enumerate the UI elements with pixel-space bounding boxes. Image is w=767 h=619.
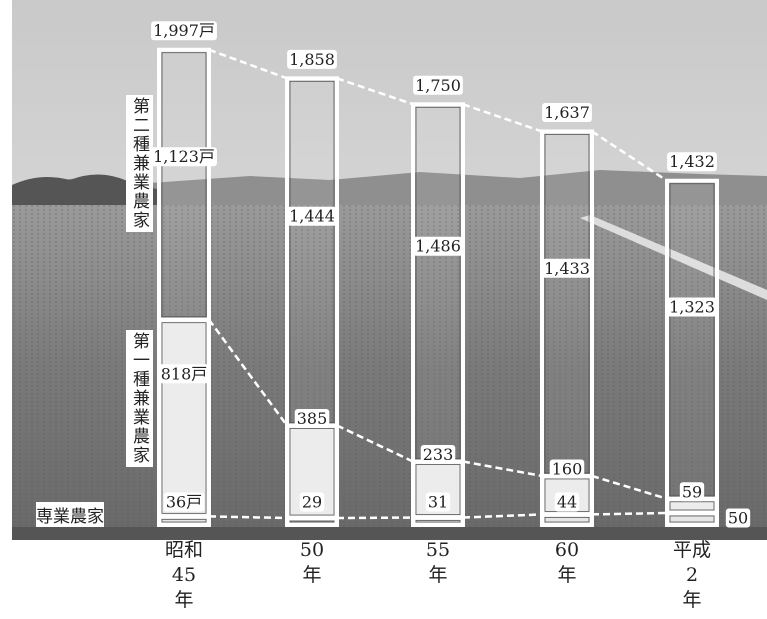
bar-outline	[669, 515, 715, 523]
label-bg	[287, 206, 337, 226]
connector	[591, 130, 668, 182]
bar-outline	[161, 52, 207, 318]
label-bg	[163, 492, 205, 512]
bar-outline	[669, 501, 715, 511]
value-label: 31	[428, 493, 448, 512]
value-label: 1,750	[415, 76, 461, 95]
connector	[462, 513, 543, 519]
value-label: 160	[552, 459, 583, 478]
legend-label: 第一種兼業農家	[126, 330, 153, 467]
value-label: 44	[557, 493, 577, 512]
value-label: 50	[728, 509, 748, 528]
x-tick-label: 50 年	[299, 539, 325, 586]
connector	[462, 460, 543, 478]
value-label: 1,486	[415, 237, 461, 256]
x-tick-label: 平成 2 年	[672, 539, 711, 611]
label-bg	[554, 492, 580, 512]
value-label: 59	[682, 482, 702, 501]
connector	[336, 424, 414, 463]
bar-segment	[157, 47, 211, 322]
label-bg	[413, 236, 463, 256]
connector	[591, 511, 668, 516]
bar-outline	[544, 517, 590, 523]
label-bg	[413, 75, 463, 95]
x-tick-label: 60 年	[554, 539, 580, 586]
value-label: 1,432	[669, 152, 715, 171]
label-bg	[151, 147, 217, 167]
value-label: 1,323	[669, 297, 715, 316]
value-label: 36戸	[166, 493, 202, 512]
label-bg	[725, 508, 751, 528]
connector	[591, 474, 668, 500]
label-bg	[420, 445, 456, 465]
label-bg	[549, 459, 585, 479]
bar-outline	[289, 520, 335, 523]
label-bg	[679, 482, 705, 502]
connector	[336, 77, 414, 106]
label-bg	[425, 492, 451, 512]
label-bg	[158, 364, 210, 384]
value-label: 818戸	[161, 364, 208, 383]
connector	[208, 48, 288, 80]
connector	[462, 103, 543, 133]
bar-segment	[540, 129, 594, 478]
value-label: 1,123戸	[153, 147, 215, 166]
value-label: 233	[423, 445, 454, 464]
bar-outline	[161, 322, 207, 514]
bar-outline	[289, 428, 335, 516]
value-label: 1,997戸	[153, 21, 215, 40]
bar-outline	[161, 518, 207, 523]
bar-segment	[157, 317, 211, 519]
value-label: 1,433	[544, 259, 590, 278]
bar-segment	[665, 178, 719, 501]
legend-label: 専業農家	[36, 502, 104, 527]
value-label: 1,858	[289, 50, 335, 69]
value-label: 385	[297, 409, 328, 428]
label-bg	[299, 492, 325, 512]
label-bg	[287, 49, 337, 69]
label-bg	[151, 21, 217, 41]
label-bg	[667, 152, 717, 172]
connector	[208, 515, 288, 520]
bar-segment	[285, 76, 339, 428]
label-bg	[542, 258, 592, 278]
label-bg	[294, 408, 330, 428]
value-label: 1,637	[544, 103, 590, 122]
value-label: 29	[302, 493, 322, 512]
legend-label: 第二種兼業農家	[126, 95, 153, 232]
bar-segment	[411, 102, 465, 464]
label-bg	[667, 297, 717, 317]
bar-outline	[415, 520, 461, 523]
x-tick-label: 昭和 45 年	[164, 539, 203, 611]
value-label: 1,444	[289, 207, 335, 226]
bar-outline	[415, 464, 461, 515]
x-tick-label: 55 年	[425, 539, 451, 586]
label-bg	[542, 102, 592, 122]
